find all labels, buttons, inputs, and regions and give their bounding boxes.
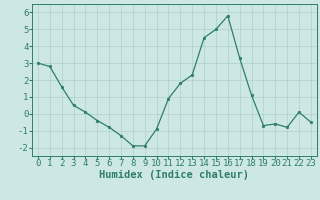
- X-axis label: Humidex (Indice chaleur): Humidex (Indice chaleur): [100, 170, 249, 180]
